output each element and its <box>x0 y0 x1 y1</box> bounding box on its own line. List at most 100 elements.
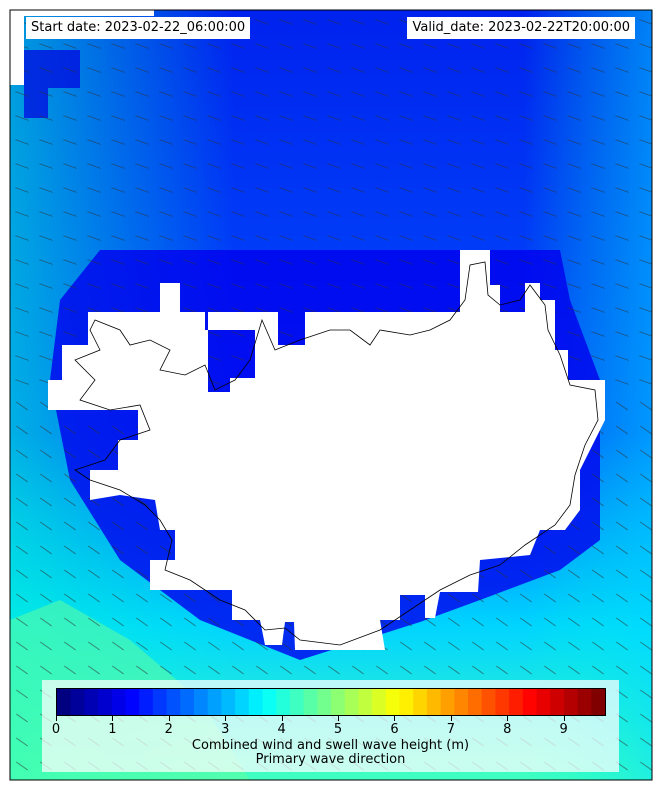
wave-direction-arrow <box>231 115 245 121</box>
wave-direction-arrow <box>375 259 389 265</box>
wave-direction-arrow <box>591 355 605 361</box>
colorbar-tick-label: 3 <box>221 722 230 737</box>
colorbar-step <box>454 689 469 715</box>
wave-direction-arrow <box>255 67 269 73</box>
wave-direction-arrow <box>351 211 365 217</box>
wave-direction-arrow <box>280 665 292 675</box>
wave-direction-arrow <box>543 139 557 145</box>
wave-direction-arrow <box>495 283 509 289</box>
colorbar-step <box>221 689 236 715</box>
wave-direction-arrow <box>183 139 197 145</box>
wave-direction-arrow <box>639 19 652 25</box>
wave-direction-arrow <box>592 617 604 627</box>
wave-direction-arrow <box>231 259 245 265</box>
colorbar-step <box>303 689 318 715</box>
wave-direction-arrow <box>327 259 341 265</box>
wave-direction-arrow <box>279 235 293 241</box>
wave-direction-arrow <box>567 259 581 265</box>
wave-direction-arrow <box>16 497 28 507</box>
colorbar-step <box>70 689 85 715</box>
wave-direction-arrow <box>615 283 629 289</box>
wave-direction-arrow <box>15 163 29 169</box>
wave-direction-arrow <box>40 545 52 555</box>
wave-direction-arrow <box>136 497 148 507</box>
wave-direction-arrow <box>567 283 581 289</box>
wave-direction-arrow <box>136 569 148 579</box>
wave-direction-arrow <box>303 259 317 265</box>
wave-direction-arrow <box>399 211 413 217</box>
wave-direction-arrow <box>112 545 124 555</box>
valid-date-label: Valid_date: 2023-02-22T20:00:00 <box>407 17 635 39</box>
wave-direction-arrow <box>615 187 629 193</box>
wave-direction-arrow <box>472 593 484 603</box>
wave-direction-arrow <box>592 449 604 459</box>
wave-direction-arrow <box>183 163 197 169</box>
wave-direction-arrow <box>399 235 413 241</box>
wave-direction-arrow <box>351 67 365 73</box>
wave-direction-arrow <box>64 425 76 435</box>
wave-direction-arrow <box>447 43 461 49</box>
wave-direction-arrow <box>63 187 77 193</box>
wave-direction-arrow <box>111 67 125 73</box>
wave-direction-arrow <box>424 617 436 627</box>
wave-direction-arrow <box>87 259 101 265</box>
wave-direction-arrow <box>447 259 461 265</box>
wave-direction-arrow <box>639 283 652 289</box>
wave-direction-arrow <box>40 449 52 459</box>
wave-direction-arrow <box>639 259 652 265</box>
colorbar-step <box>468 689 483 715</box>
colorbar-tick-label: 4 <box>277 722 286 737</box>
wave-direction-arrow <box>568 545 580 555</box>
wave-direction-arrow <box>327 91 341 97</box>
wave-direction-arrow <box>591 163 605 169</box>
wave-direction-arrow <box>351 19 365 25</box>
wave-direction-arrow <box>399 163 413 169</box>
wave-direction-arrow <box>616 665 628 675</box>
wave-direction-arrow <box>16 449 28 459</box>
wave-direction-arrow <box>112 521 124 531</box>
wave-direction-arrow <box>543 235 557 241</box>
wave-direction-arrow <box>375 115 389 121</box>
iceland-landmask <box>48 250 605 650</box>
wave-direction-arrow <box>88 617 100 627</box>
wave-direction-arrow <box>159 67 173 73</box>
wave-direction-arrow <box>567 139 581 145</box>
wave-direction-arrow <box>543 163 557 169</box>
wave-direction-arrow <box>472 665 484 675</box>
wave-direction-arrow <box>423 307 437 313</box>
wave-direction-arrow <box>519 163 533 169</box>
wave-direction-arrow <box>639 235 652 241</box>
wave-direction-arrow <box>351 139 365 145</box>
colorbar-step <box>331 689 346 715</box>
wave-direction-arrow <box>231 211 245 217</box>
wave-direction-arrow <box>160 617 172 627</box>
wave-direction-arrow <box>616 449 628 459</box>
wave-direction-arrow <box>39 187 53 193</box>
wave-direction-arrow <box>423 43 437 49</box>
wave-direction-arrow <box>16 593 28 603</box>
wave-direction-arrow <box>279 19 293 25</box>
wave-direction-arrow <box>184 641 196 651</box>
wave-direction-arrow <box>64 569 76 579</box>
wave-direction-arrow <box>303 43 317 49</box>
wave-direction-arrow <box>520 665 532 675</box>
wave-direction-arrow <box>640 569 652 579</box>
wave-direction-arrow <box>447 139 461 145</box>
wave-direction-arrow <box>111 259 125 265</box>
wave-direction-arrow <box>63 115 77 121</box>
wave-direction-arrow <box>519 187 533 193</box>
wave-direction-arrow <box>327 235 341 241</box>
wave-direction-arrow <box>640 497 652 507</box>
wave-direction-arrow <box>207 283 221 289</box>
wave-direction-arrow <box>88 593 100 603</box>
wave-direction-arrow <box>616 473 628 483</box>
wave-direction-arrow <box>519 91 533 97</box>
wave-direction-arrow <box>279 211 293 217</box>
wave-direction-arrow <box>519 139 533 145</box>
wave-direction-arrow <box>591 115 605 121</box>
colorbar-step <box>125 689 140 715</box>
wave-direction-arrow <box>39 235 53 241</box>
wave-direction-arrow <box>615 355 629 361</box>
colorbar-tick <box>394 716 396 721</box>
wave-direction-arrow <box>184 617 196 627</box>
